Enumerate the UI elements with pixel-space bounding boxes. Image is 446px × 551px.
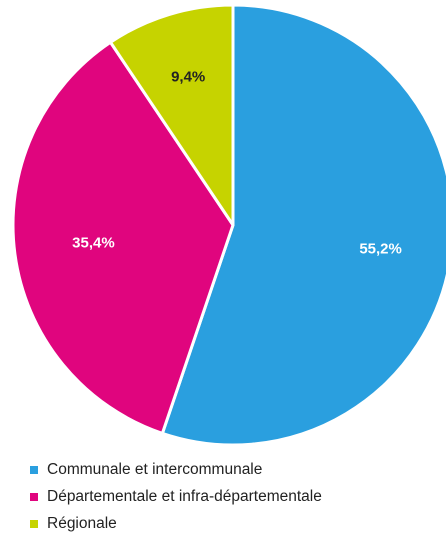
pie-slice-1 [11, 40, 235, 435]
legend-label-communale: Communale et intercommunale [47, 460, 263, 478]
pie-chart: 55,2% 35,4% 9,4% [11, 3, 446, 447]
legend-item-communale: Communale et intercommunale [30, 456, 322, 483]
legend-swatch-regionale [30, 519, 38, 528]
slice-value-label-1: 35,4% [72, 234, 115, 251]
pie-slices [11, 3, 446, 447]
legend-swatch-communale [30, 465, 38, 474]
legend: Communale et intercommunale Départementa… [30, 456, 322, 537]
pie-slice-2 [108, 3, 235, 227]
legend-label-departementale: Départementale et infra-départementale [47, 487, 322, 505]
slice-value-label-0: 55,2% [359, 240, 402, 257]
slice-value-label-2: 9,4% [171, 69, 205, 86]
legend-swatch-departementale [30, 492, 38, 501]
legend-item-departementale: Départementale et infra-départementale [30, 483, 322, 510]
legend-item-regionale: Régionale [30, 510, 322, 537]
slice-labels: 55,2% 35,4% 9,4% [72, 69, 402, 258]
legend-label-regionale: Régionale [47, 514, 117, 532]
